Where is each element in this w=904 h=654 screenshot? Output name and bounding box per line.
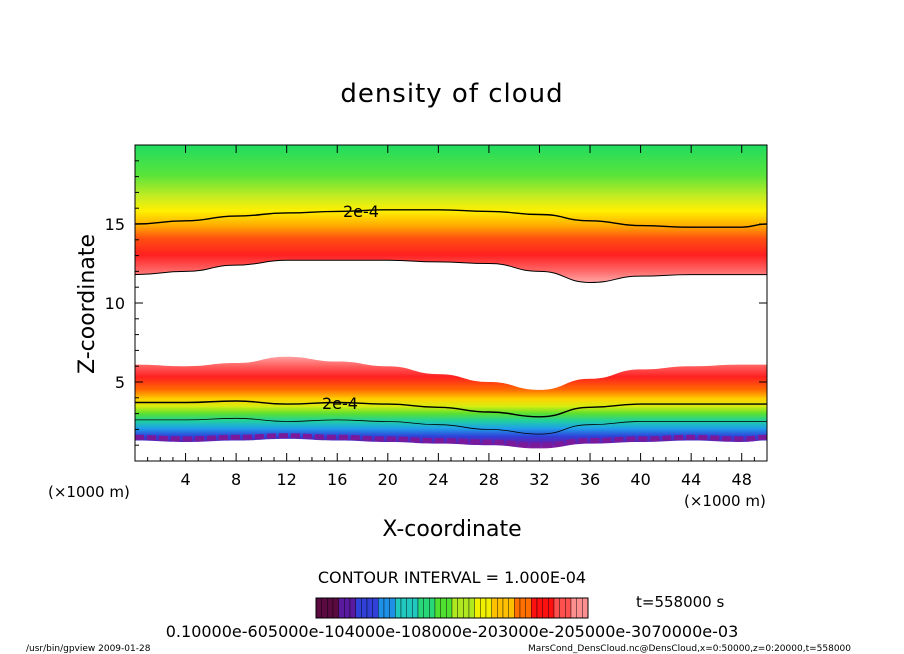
upper-cloud-layer xyxy=(135,145,767,283)
plot-area xyxy=(135,145,767,449)
colorbar-swatch xyxy=(525,597,532,619)
colorbar-swatch xyxy=(502,597,509,619)
colorbar-swatch xyxy=(423,597,430,619)
colorbar-swatch xyxy=(457,597,464,619)
colorbar-tick-labels: 0.10000e-605000e-104000e-108000e-203000e… xyxy=(166,622,739,641)
colorbar-swatch xyxy=(531,597,538,619)
colorbar-swatch xyxy=(389,597,396,619)
colorbar-swatch xyxy=(338,597,345,619)
colorbar-swatch xyxy=(315,597,322,619)
colorbar-swatch xyxy=(565,597,572,619)
y-tick-label: 5 xyxy=(115,373,125,392)
colorbar-swatch xyxy=(570,597,577,619)
lower-cloud-base-fringe xyxy=(135,433,767,448)
contour-label-lower: 2e-4 xyxy=(322,394,358,413)
colorbar-frame xyxy=(315,597,589,619)
colorbar-swatch xyxy=(582,597,589,619)
y-axis: 5 10 15 xyxy=(105,160,767,446)
y-tick-label: 10 xyxy=(105,294,125,313)
x-axis-label: X-coordinate xyxy=(382,517,521,542)
colorbar-swatch xyxy=(434,597,441,619)
colorbar-swatch xyxy=(429,597,436,619)
colorbar-swatch xyxy=(395,597,402,619)
x-tick-label: 12 xyxy=(277,470,297,489)
colorbar-swatch xyxy=(440,597,447,619)
colorbar-swatch xyxy=(491,597,498,619)
colorbar-swatch xyxy=(508,597,515,619)
colorbar-swatch xyxy=(576,597,583,619)
colorbar-swatch xyxy=(497,597,504,619)
colorbar-swatch xyxy=(559,597,566,619)
x-tick-label: 44 xyxy=(681,470,701,489)
colorbar-swatch xyxy=(383,597,390,619)
lower-cloud-layer xyxy=(135,356,767,449)
x-axis: 4 8 12 16 20 24 28 32 36 40 44 48 xyxy=(147,145,755,489)
colorbar-swatch xyxy=(463,597,470,619)
x-tick-label: 24 xyxy=(428,470,448,489)
colorbar-swatch xyxy=(327,597,334,619)
x-tick-label: 8 xyxy=(231,470,241,489)
x-tick-label: 40 xyxy=(630,470,650,489)
colorbar-swatch xyxy=(372,597,379,619)
y-axis-label: Z-coordinate xyxy=(75,234,100,374)
x-tick-label: 48 xyxy=(732,470,752,489)
x-tick-label: 32 xyxy=(529,470,549,489)
colorbar-swatch xyxy=(412,597,419,619)
contour-interval-label: CONTOUR INTERVAL = 1.000E-04 xyxy=(318,568,586,587)
colorbar-swatch xyxy=(474,597,481,619)
footer-right: MarsCond_DensCloud.nc@DensCloud,x=0:5000… xyxy=(528,644,851,654)
colorbar-swatch xyxy=(406,597,413,619)
x-unit-left: (×1000 m) xyxy=(48,483,130,501)
colorbar-swatch xyxy=(519,597,526,619)
lower-minor-contour-line xyxy=(135,417,767,435)
x-tick-label: 4 xyxy=(180,470,190,489)
y-tick-label: 15 xyxy=(105,215,125,234)
colorbar-swatch xyxy=(344,597,351,619)
contour-labels: 2e-4 2e-4 xyxy=(322,202,379,413)
lower-contour-line xyxy=(135,400,767,418)
colorbar-swatch xyxy=(332,597,339,619)
colorbar-swatch xyxy=(548,597,555,619)
colorbar-swatch xyxy=(446,597,453,619)
colorbar-swatch xyxy=(400,597,407,619)
x-tick-label: 28 xyxy=(479,470,499,489)
footer-left: /usr/bin/gpview 2009-01-28 xyxy=(26,644,151,654)
colorbar-swatch xyxy=(321,597,328,619)
colorbar-swatch xyxy=(468,597,475,619)
colorbar-swatch xyxy=(480,597,487,619)
colorbar-swatch xyxy=(378,597,385,619)
colorbar xyxy=(315,597,589,619)
time-label: t=558000 s xyxy=(636,593,724,611)
x-tick-label: 16 xyxy=(327,470,347,489)
colorbar-swatch xyxy=(536,597,543,619)
colorbar-swatch xyxy=(417,597,424,619)
x-tick-label: 36 xyxy=(580,470,600,489)
colorbar-swatch xyxy=(349,597,356,619)
x-tick-label: 20 xyxy=(378,470,398,489)
colorbar-swatch xyxy=(514,597,521,619)
chart-title: density of cloud xyxy=(340,79,563,109)
colorbar-swatch xyxy=(485,597,492,619)
colorbar-swatch xyxy=(451,597,458,619)
colorbar-swatch xyxy=(542,597,549,619)
colorbar-swatch xyxy=(366,597,373,619)
upper-cloud-base-line xyxy=(135,259,767,284)
upper-contour-line xyxy=(135,209,767,228)
colorbar-swatch xyxy=(361,597,368,619)
contour-label-upper: 2e-4 xyxy=(343,202,379,221)
colorbar-swatch xyxy=(355,597,362,619)
x-unit-right: (×1000 m) xyxy=(684,492,766,510)
colorbar-swatch xyxy=(553,597,560,619)
